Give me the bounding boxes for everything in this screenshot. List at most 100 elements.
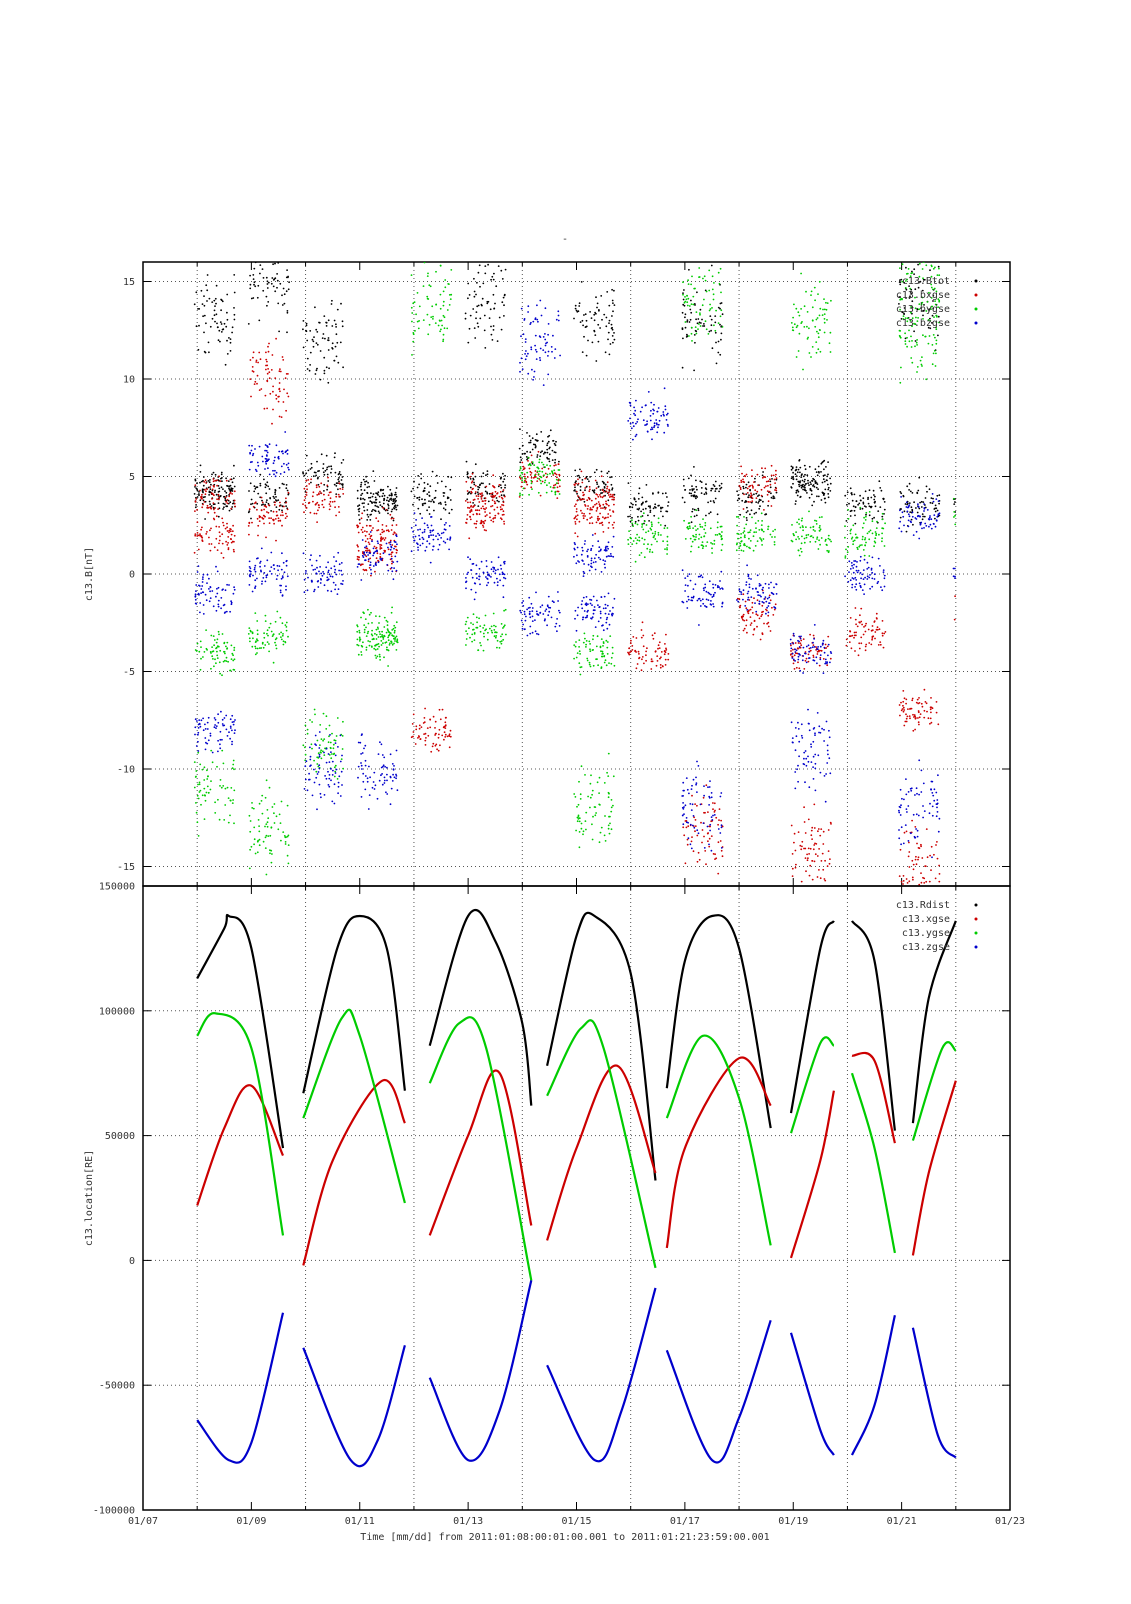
data-point (267, 635, 269, 637)
data-point (274, 277, 276, 279)
data-point (257, 630, 259, 632)
data-point (810, 356, 812, 358)
data-point (739, 605, 741, 607)
data-point (938, 266, 940, 268)
data-point (762, 475, 764, 477)
data-point (604, 662, 606, 664)
data-point (738, 498, 740, 500)
data-point (805, 291, 807, 293)
data-point (609, 823, 611, 825)
data-point (639, 657, 641, 659)
data-point (903, 875, 905, 877)
data-point (214, 658, 216, 660)
data-point (530, 440, 532, 442)
data-point (935, 511, 937, 513)
data-point (487, 470, 489, 472)
data-point (690, 516, 692, 518)
data-point (526, 456, 528, 458)
data-point (799, 486, 801, 488)
data-point (596, 503, 598, 505)
data-point (808, 848, 810, 850)
data-point (338, 477, 340, 479)
data-point (827, 646, 829, 648)
data-point (198, 719, 200, 721)
data-point (196, 812, 198, 814)
data-point (497, 640, 499, 642)
data-point (284, 293, 286, 295)
data-point (830, 351, 832, 353)
data-point (695, 486, 697, 488)
data-point (501, 643, 503, 645)
data-point (718, 819, 720, 821)
data-point (280, 592, 282, 594)
data-point (609, 476, 611, 478)
data-point (631, 519, 633, 521)
data-point (197, 521, 199, 523)
data-point (911, 820, 913, 822)
data-point (482, 283, 484, 285)
data-point (774, 536, 776, 538)
data-point (693, 466, 695, 468)
data-point (713, 500, 715, 502)
data-point (253, 284, 255, 286)
data-point (877, 626, 879, 628)
data-point (318, 504, 320, 506)
data-point (603, 491, 605, 493)
data-point (275, 490, 277, 492)
data-point (263, 479, 265, 481)
data-point (697, 328, 699, 330)
data-point (263, 637, 265, 639)
data-point (316, 331, 318, 333)
data-point (539, 455, 541, 457)
data-point (219, 743, 221, 745)
data-point (804, 305, 806, 307)
data-point (771, 505, 773, 507)
data-point (805, 660, 807, 662)
data-point (465, 318, 467, 320)
data-point (660, 664, 662, 666)
data-point (393, 643, 395, 645)
data-point (641, 637, 643, 639)
data-point (602, 524, 604, 526)
data-point (206, 599, 208, 601)
data-point (630, 651, 632, 653)
data-point (484, 630, 486, 632)
data-point (798, 491, 800, 493)
data-point (586, 476, 588, 478)
data-point (577, 536, 579, 538)
data-point (336, 735, 338, 737)
data-point (316, 521, 318, 523)
data-point (757, 599, 759, 601)
data-point (342, 721, 344, 723)
data-point (611, 657, 613, 659)
data-point (860, 500, 862, 502)
data-point (441, 481, 443, 483)
data-point (280, 371, 282, 373)
data-point (900, 367, 902, 369)
data-point (286, 626, 288, 628)
data-point (856, 547, 858, 549)
data-point (721, 526, 723, 528)
data-point (255, 361, 257, 363)
data-point (499, 647, 501, 649)
data-point (370, 514, 372, 516)
data-point (228, 532, 230, 534)
data-point (218, 587, 220, 589)
data-point (610, 515, 612, 517)
data-point (804, 479, 806, 481)
data-point (207, 722, 209, 724)
data-point (953, 511, 955, 513)
data-point (219, 819, 221, 821)
data-point (914, 345, 916, 347)
data-point (305, 754, 307, 756)
data-point (472, 506, 474, 508)
data-point (749, 513, 751, 515)
data-point (796, 466, 798, 468)
data-point (198, 651, 200, 653)
data-point (904, 697, 906, 699)
data-point (657, 648, 659, 650)
data-point (602, 516, 604, 518)
data-point (194, 596, 196, 598)
data-point (211, 655, 213, 657)
data-point (583, 513, 585, 515)
